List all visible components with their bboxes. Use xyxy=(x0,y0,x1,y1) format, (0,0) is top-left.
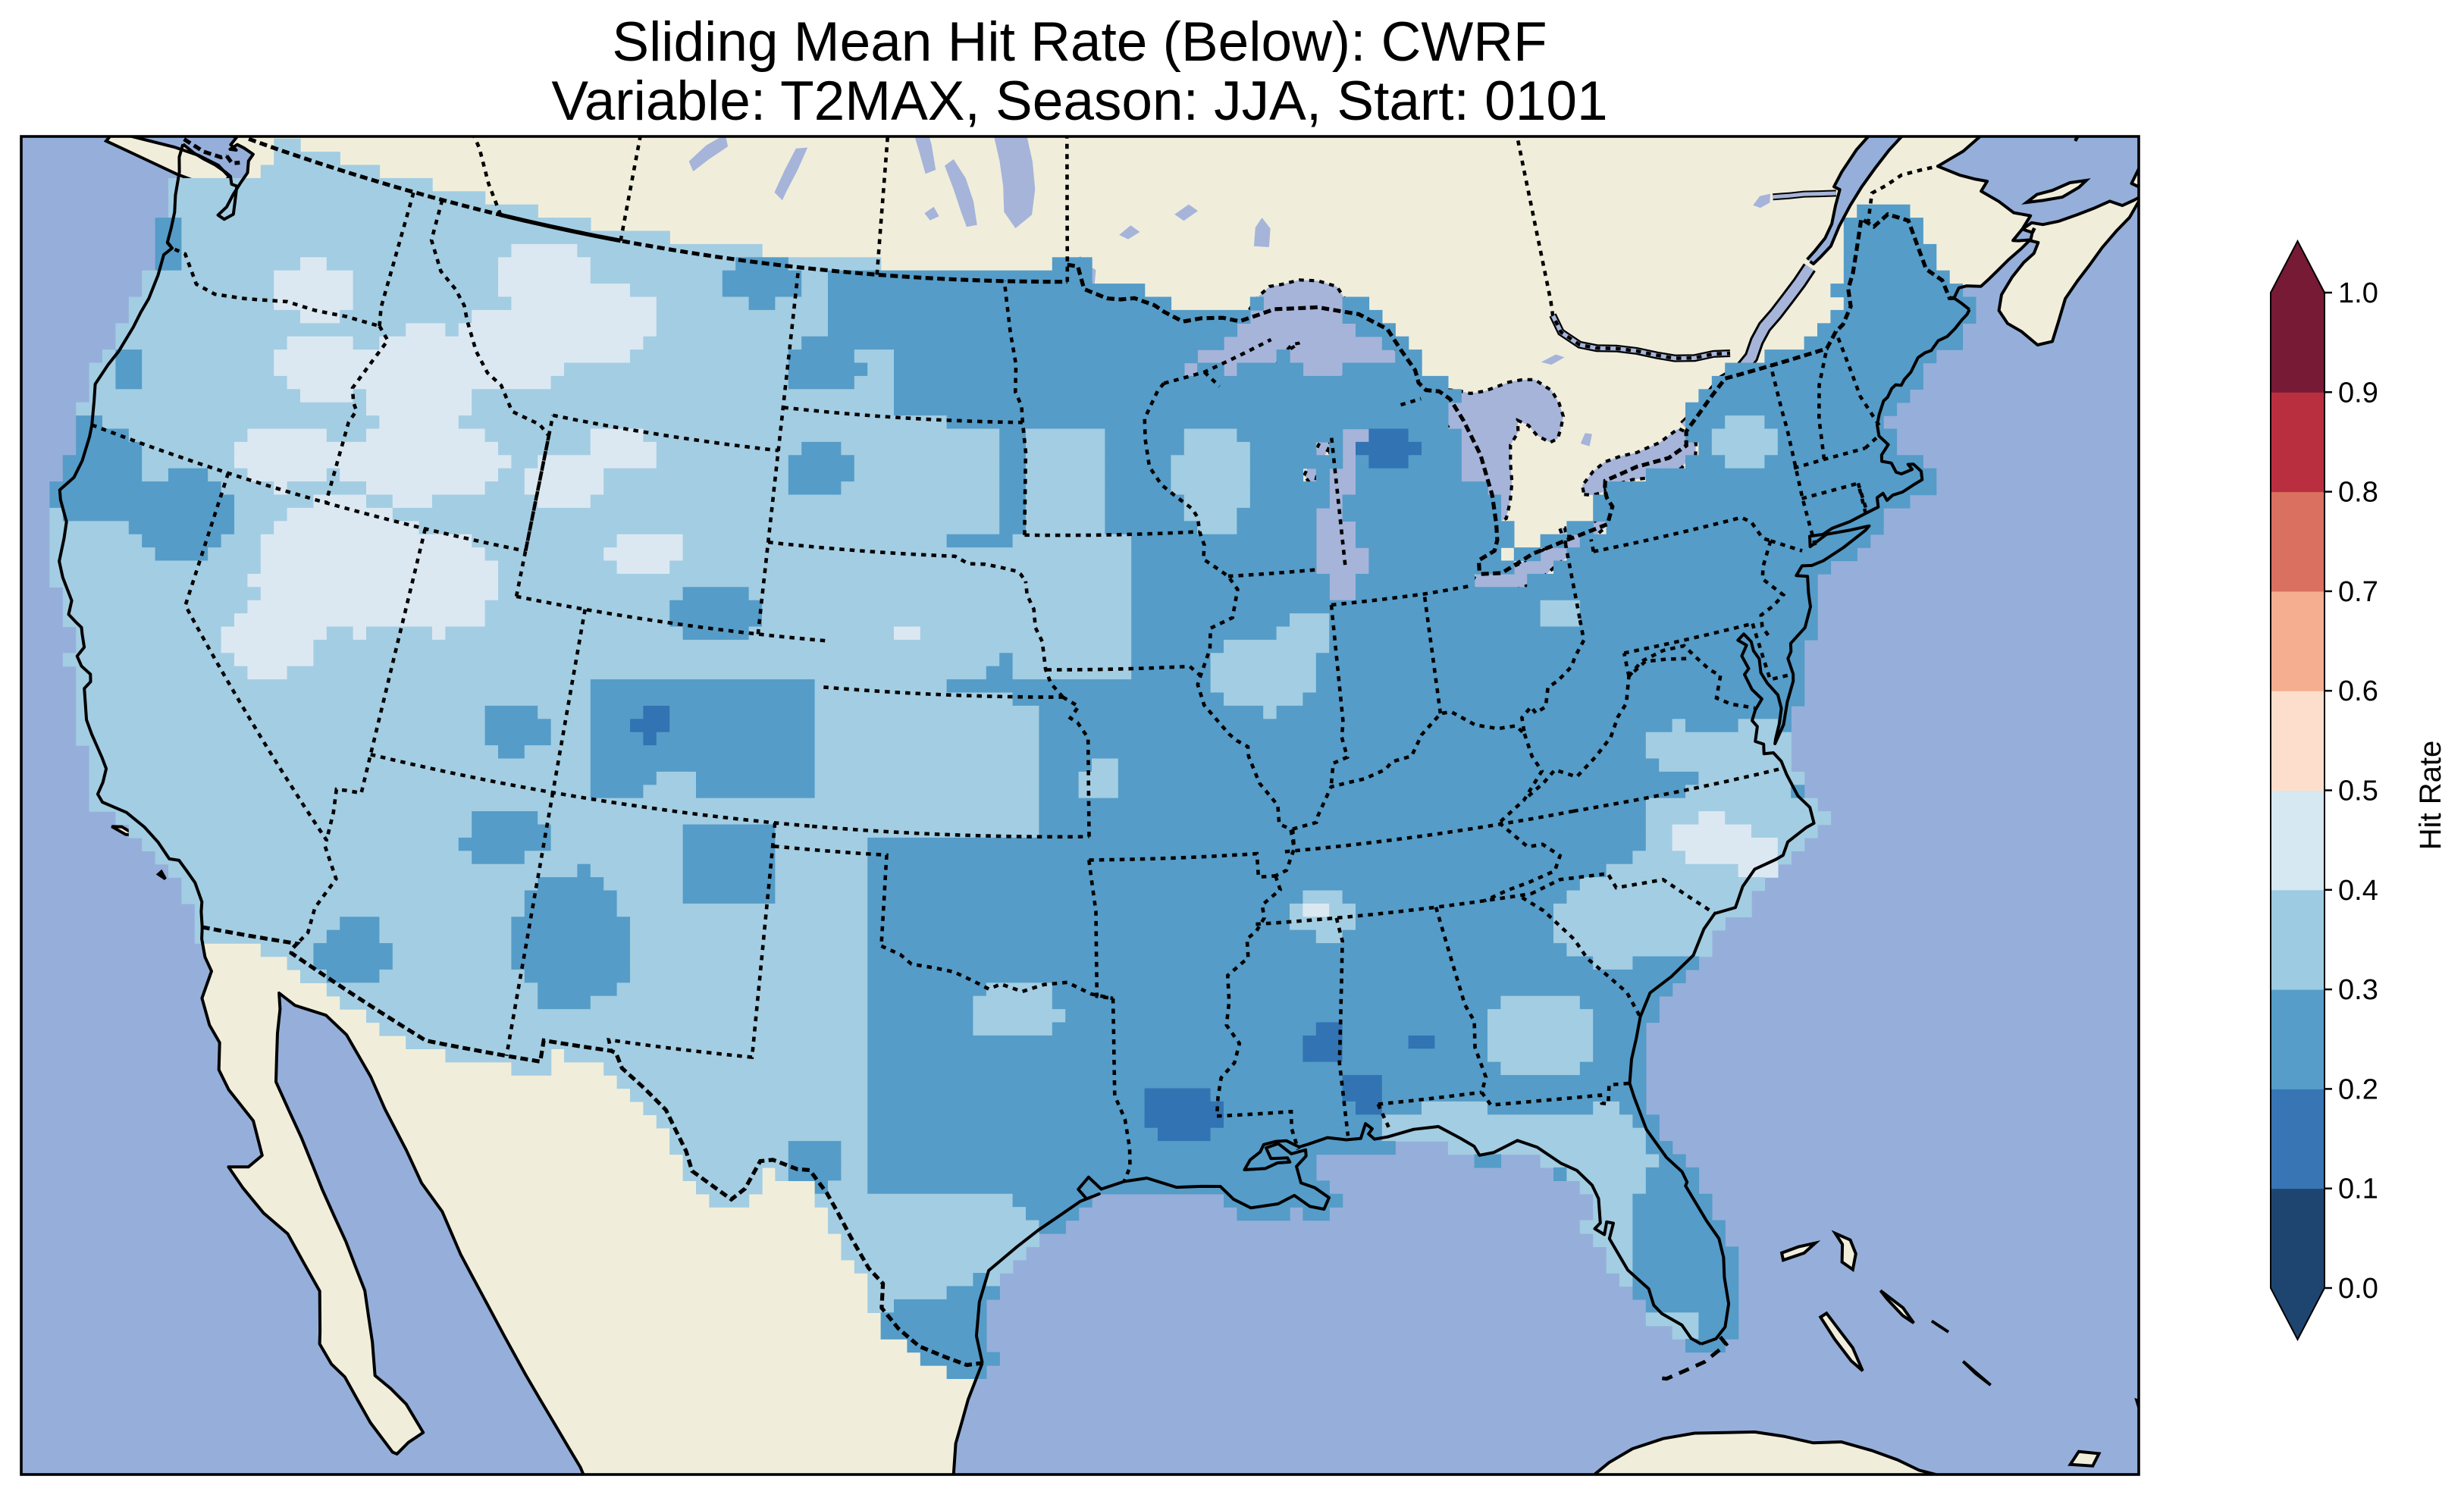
svg-text:1.0: 1.0 xyxy=(2338,277,2378,309)
svg-text:Hit Rate: Hit Rate xyxy=(2414,741,2447,851)
svg-text:0.4: 0.4 xyxy=(2338,875,2378,907)
svg-text:0.7: 0.7 xyxy=(2338,576,2378,608)
svg-text:0.8: 0.8 xyxy=(2338,477,2378,509)
svg-text:0.9: 0.9 xyxy=(2338,377,2378,409)
svg-text:0.0: 0.0 xyxy=(2338,1273,2378,1305)
svg-text:0.2: 0.2 xyxy=(2338,1073,2378,1105)
svg-text:0.3: 0.3 xyxy=(2338,974,2378,1006)
svg-text:Sliding Mean Hit Rate (Below):: Sliding Mean Hit Rate (Below): CWRF xyxy=(612,11,1547,73)
svg-text:0.6: 0.6 xyxy=(2338,675,2378,707)
svg-text:Variable: T2MAX, Season: JJA,: Variable: T2MAX, Season: JJA, Start: 010… xyxy=(551,71,1607,132)
svg-text:0.5: 0.5 xyxy=(2338,776,2378,807)
svg-text:0.1: 0.1 xyxy=(2338,1174,2378,1205)
